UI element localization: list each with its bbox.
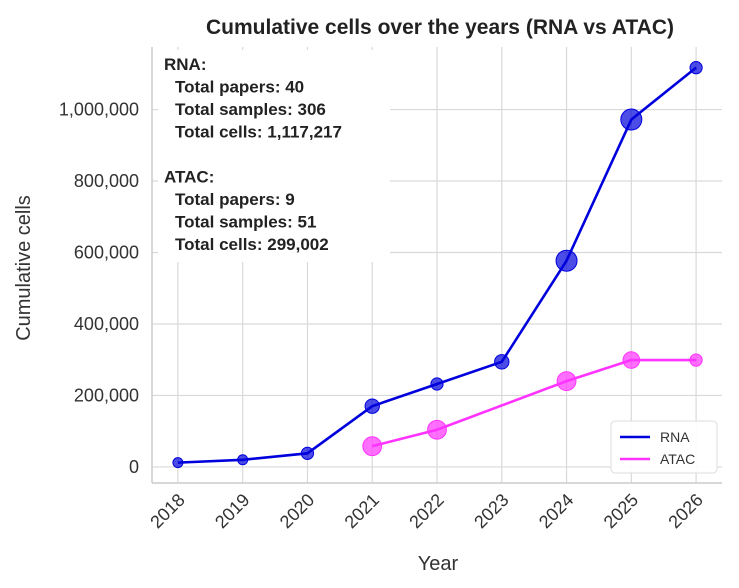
atac-point	[427, 419, 447, 440]
rna-point	[237, 454, 249, 466]
annotation-line: ATAC:	[164, 168, 214, 187]
y-tick-label: 0	[129, 457, 139, 477]
series-layer	[172, 61, 703, 469]
x-tick-label: 2025	[600, 490, 642, 532]
chart-title: Cumulative cells over the years (RNA vs …	[206, 16, 674, 39]
rna-point	[300, 446, 315, 460]
x-tick-label: 2023	[470, 490, 512, 532]
y-tick-label: 1,000,000	[59, 100, 139, 120]
rna-point	[689, 61, 703, 75]
annotation-line: Total samples: 306	[175, 100, 326, 119]
rna-point	[555, 249, 578, 272]
annotation-line: Total cells: 1,117,217	[175, 123, 342, 142]
atac-point	[362, 436, 383, 457]
y-tick-label: 400,000	[74, 314, 139, 334]
annotation-line: Total papers: 40	[175, 78, 304, 97]
annotation-line: Total papers: 9	[175, 190, 295, 209]
legend-label-rna: RNA	[660, 429, 690, 445]
atac-point	[689, 353, 703, 367]
x-tick-label: 2022	[405, 490, 447, 532]
x-tick-label: 2021	[341, 490, 383, 532]
legend-label-atac: ATAC	[660, 451, 695, 467]
rna-point	[494, 354, 510, 370]
x-axis-label: Year	[418, 553, 459, 575]
atac-point	[556, 371, 577, 392]
x-tick-label: 2020	[276, 490, 318, 532]
rna-point	[364, 398, 380, 414]
y-tick-label: 200,000	[74, 385, 139, 405]
y-axis-label: Cumulative cells	[13, 195, 35, 341]
x-tick-label: 2018	[146, 490, 188, 532]
x-tick-label: 2026	[664, 490, 706, 532]
annotation-background	[158, 50, 390, 262]
annotation-line: Total samples: 51	[175, 213, 316, 232]
legend: RNA ATAC	[610, 420, 718, 474]
rna-point	[620, 108, 643, 131]
y-tick-label: 800,000	[74, 171, 139, 191]
annotation-line: RNA:	[164, 55, 207, 74]
y-tick-label: 600,000	[74, 242, 139, 262]
summary-annotation: RNA: Total papers: 40 Total samples: 306 To…	[158, 50, 390, 262]
annotation-line: Total cells: 299,002	[175, 235, 329, 254]
atac-point	[622, 351, 641, 369]
rna-point	[430, 377, 444, 391]
x-tick-label: 2024	[535, 490, 577, 532]
x-tick-label: 2019	[211, 490, 253, 532]
rna-point	[172, 457, 184, 469]
